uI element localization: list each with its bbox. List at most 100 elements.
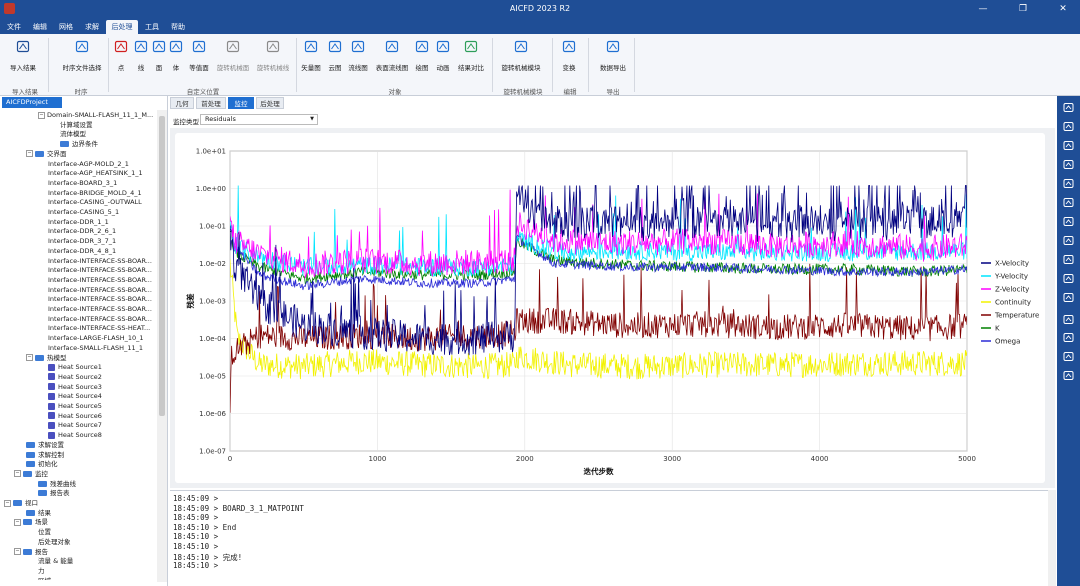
tab-0[interactable]: 几何: [170, 97, 194, 109]
axis-z-icon[interactable]: [1062, 216, 1075, 227]
tree-item[interactable]: − 场景: [14, 517, 48, 527]
minimize-button[interactable]: —: [978, 4, 988, 14]
tree-item[interactable]: − 热模型: [26, 353, 67, 363]
project-tab[interactable]: AICFDProject: [2, 97, 62, 108]
menu-item-4[interactable]: 后处理: [106, 20, 138, 34]
console-scrollbar[interactable]: [1048, 490, 1056, 586]
tree-item[interactable]: 残差曲线: [38, 479, 76, 489]
menu-item-3[interactable]: 求解: [85, 23, 99, 31]
axis-neg-x-icon[interactable]: [1062, 159, 1075, 170]
surface-streamline-button[interactable]: 表面流线图: [373, 40, 411, 78]
line-button[interactable]: 线: [133, 40, 149, 78]
vector-plot-button[interactable]: 矢量图: [300, 40, 322, 78]
tree-item[interactable]: − Domain-SMALL-FLASH_11_1_M...: [38, 110, 153, 120]
menu-item-2[interactable]: 网格: [59, 23, 73, 31]
tree-item[interactable]: Heat Source7: [48, 420, 102, 430]
tree-item[interactable]: Heat Source4: [48, 391, 102, 401]
tree-item[interactable]: Interface-BOARD_3_1: [48, 178, 117, 188]
collapse-toggle-icon[interactable]: −: [26, 354, 33, 361]
tree-item[interactable]: 求解设置: [26, 440, 64, 450]
contour-plot-button[interactable]: 云图: [325, 40, 345, 78]
tree-item[interactable]: 流体模型: [60, 129, 86, 139]
axes-icon[interactable]: [1062, 332, 1075, 343]
tree-item[interactable]: − 报告: [14, 547, 48, 557]
tree-item[interactable]: 结果: [26, 508, 51, 518]
collapse-toggle-icon[interactable]: −: [14, 518, 21, 526]
tree-item[interactable]: Heat Source5: [48, 401, 102, 411]
tree-item[interactable]: 求解控制: [26, 450, 64, 460]
menu-item-5[interactable]: 工具: [145, 23, 159, 31]
tree-scroll-thumb[interactable]: [159, 116, 165, 416]
tree-item[interactable]: Interface-INTERFACE-SS-BOAR...: [48, 256, 152, 266]
zoom-icon[interactable]: [1062, 292, 1075, 303]
tree-item[interactable]: Interface-INTERFACE-SS-BOAR...: [48, 285, 152, 295]
rotate-icon[interactable]: [1062, 121, 1075, 132]
tree-item[interactable]: 位置: [38, 527, 51, 537]
tree-item[interactable]: 区域: [38, 576, 51, 580]
fit-view-icon[interactable]: [1062, 102, 1075, 113]
tab-2[interactable]: 监控: [228, 97, 254, 109]
tree-item[interactable]: Interface-DDR_3_7_1: [48, 236, 116, 246]
tree-item[interactable]: 报告表: [38, 488, 70, 498]
tree-item[interactable]: Interface-INTERFACE-SS-BOAR...: [48, 265, 152, 275]
tree-item[interactable]: Interface-CASING_5_1: [48, 207, 119, 217]
restore-button[interactable]: ❐: [1018, 4, 1028, 14]
tree-item[interactable]: Interface-DDR_2_6_1: [48, 226, 116, 236]
tree-item[interactable]: 流量 & 能量: [38, 556, 73, 566]
streamline-plot-button[interactable]: 流线图: [347, 40, 369, 78]
tree-item[interactable]: 初始化: [26, 459, 58, 469]
tree-item[interactable]: Interface-AGP-MOLD_2_1: [48, 159, 129, 169]
monitor-type-select[interactable]: Residuals ▼: [200, 114, 318, 125]
tree-item[interactable]: 后处理对象: [38, 537, 71, 547]
tree-item[interactable]: Interface-BRIDGE_MOLD_4_1: [48, 188, 142, 198]
menu-item-1[interactable]: 编辑: [33, 23, 47, 31]
close-button[interactable]: ✕: [1059, 4, 1067, 14]
tab-1[interactable]: 前处理: [196, 97, 226, 109]
animation-button[interactable]: 动画: [434, 40, 452, 78]
console-output[interactable]: 18:45:09 >18:45:09 > BOARD_3_1_MATPOINT 1…: [170, 490, 1048, 586]
volume-button[interactable]: 体: [168, 40, 184, 78]
axis-y-icon[interactable]: [1062, 178, 1075, 189]
tree-item[interactable]: 力: [38, 566, 45, 576]
rotate-cw-icon[interactable]: [1062, 254, 1075, 265]
isosurface-button[interactable]: 等值面: [187, 40, 211, 78]
menu-item-6[interactable]: 帮助: [171, 23, 185, 31]
tree-scrollbar[interactable]: [157, 110, 167, 582]
collapse-toggle-icon[interactable]: −: [14, 470, 21, 478]
tab-3[interactable]: 后处理: [256, 97, 284, 109]
camera-icon[interactable]: [1062, 370, 1075, 381]
rotating-line-button[interactable]: 旋转机械线: [254, 40, 292, 78]
rotating-module-button[interactable]: 旋转机械模块: [496, 40, 546, 78]
axis-neg-y-icon[interactable]: [1062, 197, 1075, 208]
tree-item[interactable]: Interface-LARGE-FLASH_10_1: [48, 333, 144, 343]
tree-item[interactable]: Interface-CASING_-OUTWALL: [48, 197, 142, 207]
time-series-select-button[interactable]: 时序文件选择: [58, 40, 106, 78]
tree-item[interactable]: Interface-AGP_HEATSINK_1_1: [48, 168, 143, 178]
tree-item[interactable]: Heat Source8: [48, 430, 102, 440]
tree-item[interactable]: Interface-DDR_1_1: [48, 217, 109, 227]
collapse-toggle-icon[interactable]: −: [14, 548, 21, 555]
tree-item[interactable]: Interface-INTERFACE-SS-BOAR...: [48, 304, 152, 314]
axis-x-icon[interactable]: [1062, 140, 1075, 151]
tree-item[interactable]: Interface-INTERFACE-SS-BOAR...: [48, 275, 152, 285]
collapse-toggle-icon[interactable]: −: [4, 499, 11, 507]
transform-button[interactable]: 变换: [559, 40, 579, 78]
tree-item[interactable]: Interface-SMALL-FLASH_11_1: [48, 343, 143, 353]
tree-item[interactable]: Interface-INTERFACE-SS-BOAR...: [48, 294, 152, 304]
tree-item[interactable]: Heat Source1: [48, 362, 102, 372]
import-results-button[interactable]: 导入结果: [5, 40, 41, 78]
rotating-surface-button[interactable]: 旋转机械面: [214, 40, 252, 78]
tree-item[interactable]: 边界条件: [60, 139, 98, 149]
tree-item[interactable]: Heat Source6: [48, 411, 102, 421]
palette-icon[interactable]: [1062, 351, 1075, 362]
ruler-icon[interactable]: [1062, 314, 1075, 325]
tree-item[interactable]: Interface-INTERFACE-SS-BOAR...: [48, 314, 152, 324]
result-compare-button[interactable]: 结果对比: [455, 40, 487, 78]
menu-item-0[interactable]: 文件: [7, 23, 21, 31]
tree-item[interactable]: − 监控: [14, 469, 48, 479]
tree-item[interactable]: Heat Source3: [48, 382, 102, 392]
point-button[interactable]: 点: [113, 40, 129, 78]
tree-item[interactable]: Heat Source2: [48, 372, 102, 382]
rotate-ccw-icon[interactable]: [1062, 273, 1075, 284]
tree-item[interactable]: Interface-INTERFACE-SS-HEAT...: [48, 323, 150, 333]
